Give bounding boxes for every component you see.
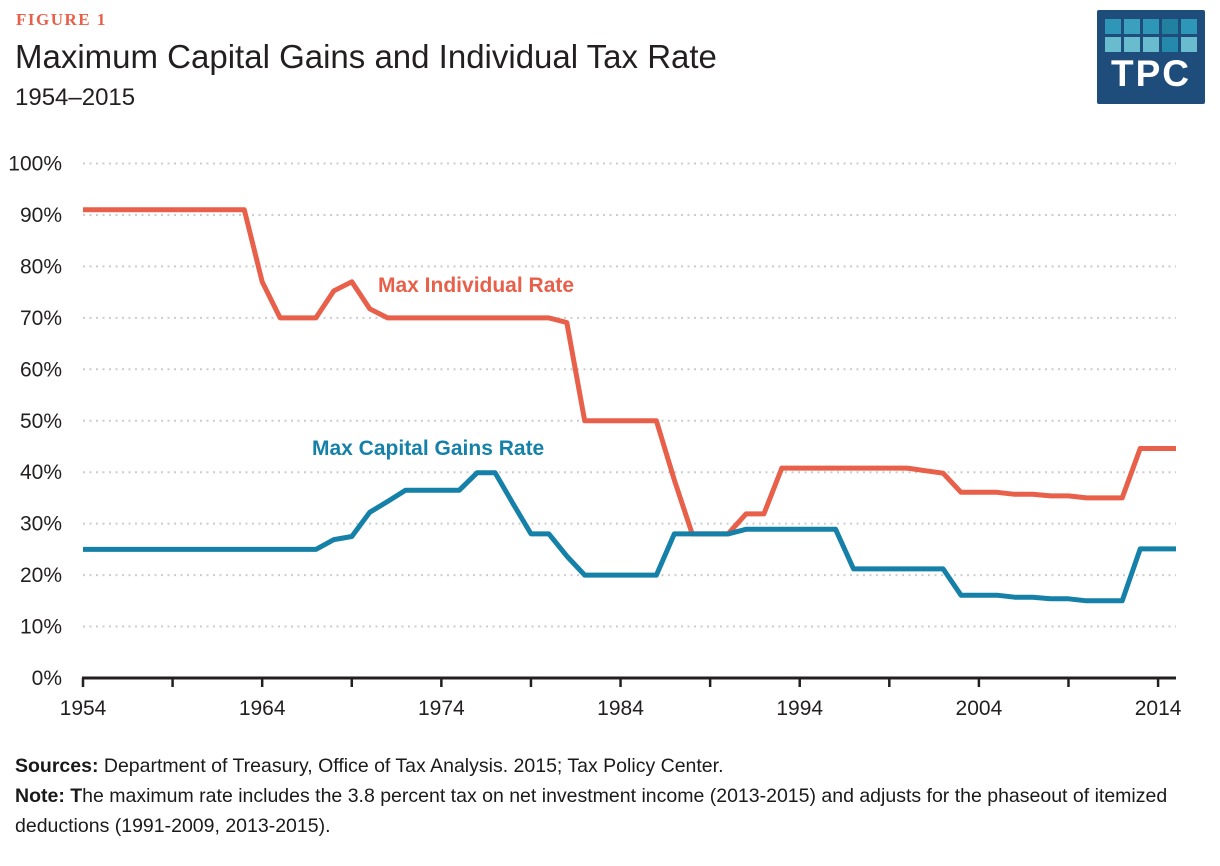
y-axis-label: 50%	[20, 410, 62, 433]
x-axis-label: 1994	[776, 697, 823, 720]
series-label-max-capital-gains-rate: Max Capital Gains Rate	[312, 437, 544, 460]
y-axis-label: 0%	[32, 667, 62, 690]
y-axis-label: 30%	[20, 513, 62, 536]
sources-label: Sources:	[15, 755, 99, 777]
series-label-max-individual-rate: Max Individual Rate	[378, 274, 574, 297]
footer-notes: Sources: Department of Treasury, Office …	[15, 751, 1211, 841]
sources-line: Sources: Department of Treasury, Office …	[15, 751, 1211, 781]
y-axis-label: 60%	[20, 358, 62, 381]
header: FIGURE 1 Maximum Capital Gains and Indiv…	[15, 10, 717, 112]
logo-square	[1143, 37, 1159, 52]
logo-square	[1181, 19, 1197, 34]
y-axis-label: 90%	[20, 204, 62, 227]
logo-square	[1162, 19, 1178, 34]
logo-square	[1162, 37, 1178, 52]
logo-square	[1105, 37, 1121, 52]
y-axis-label: 80%	[20, 255, 62, 278]
tpc-logo: TPC	[1097, 10, 1205, 104]
x-axis-label: 1964	[239, 697, 286, 720]
tpc-logo-text: TPC	[1111, 53, 1191, 94]
note-line: Note: The maximum rate includes the 3.8 …	[15, 781, 1211, 841]
logo-square	[1105, 19, 1121, 34]
logo-square	[1181, 37, 1197, 52]
logo-square	[1124, 19, 1140, 34]
y-axis-label: 10%	[20, 616, 62, 639]
y-axis-label: 20%	[20, 564, 62, 587]
note-text: he maximum rate includes the 3.8 percent…	[15, 785, 1168, 837]
logo-square	[1143, 19, 1159, 34]
y-axis-label: 70%	[20, 307, 62, 330]
x-axis-label: 1954	[60, 697, 107, 720]
x-axis-label: 2004	[956, 697, 1003, 720]
x-axis-label: 1984	[597, 697, 644, 720]
y-axis-label: 40%	[20, 461, 62, 484]
subtitle-date-range: 1954–2015	[15, 83, 136, 111]
line-chart: 0% 10% 20% 30% 40% 50% 60% 70% 80% 90% 100% 1954 196…	[8, 153, 1182, 721]
x-axis-label: 2014	[1135, 697, 1182, 720]
y-axis-label: 100%	[8, 153, 62, 176]
note-label: Note: T	[15, 785, 83, 807]
page-title: Maximum Capital Gains and Individual Tax…	[15, 38, 717, 75]
figure-label: FIGURE 1	[16, 10, 107, 29]
sources-text: Department of Treasury, Office of Tax An…	[98, 755, 724, 777]
tpc-logo-grid	[1105, 19, 1197, 52]
logo-square	[1124, 37, 1140, 52]
x-axis-label: 1974	[418, 697, 465, 720]
series-line-max-capital-gains-rate	[83, 470, 1176, 604]
series-line-max-individual-rate	[83, 207, 1176, 537]
